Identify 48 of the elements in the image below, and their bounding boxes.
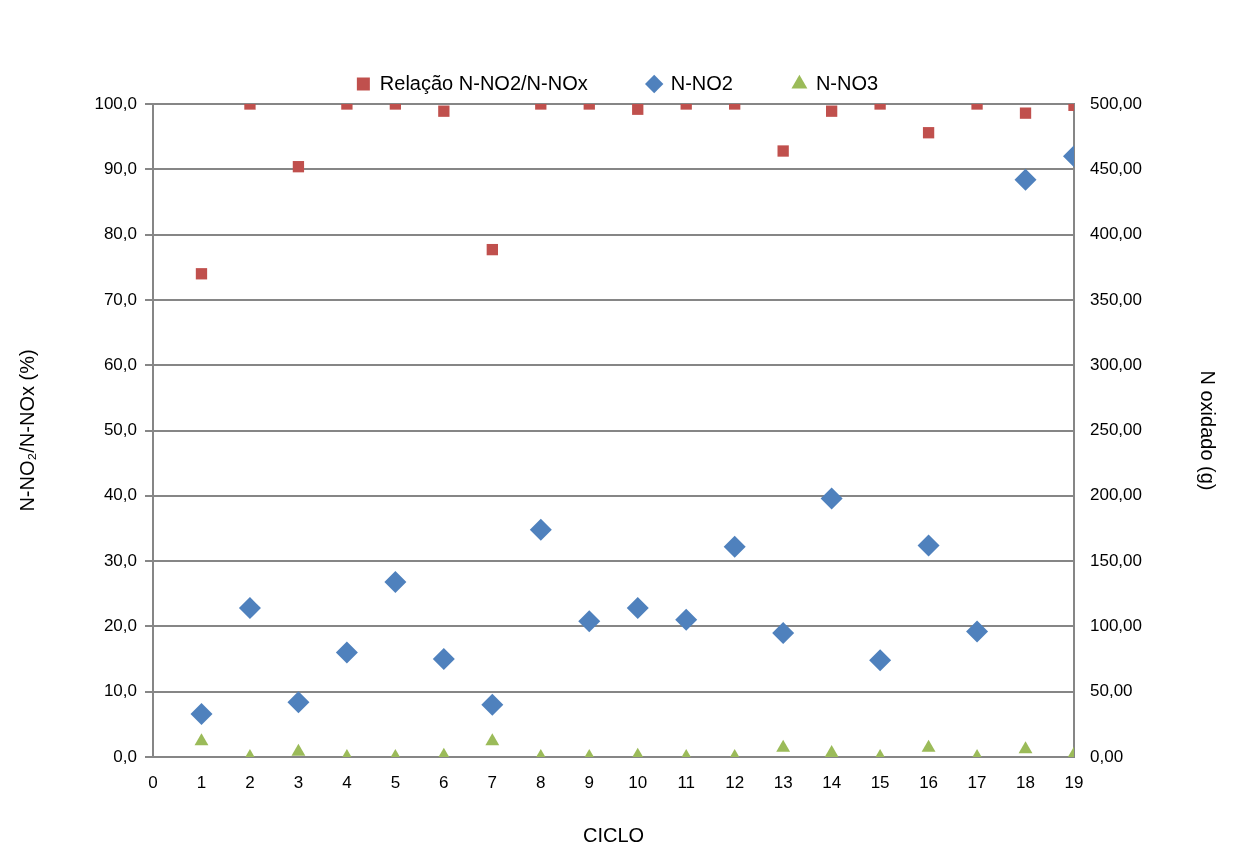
x-tick-label: 2: [245, 772, 255, 792]
y-tick-label: 50,0: [103, 420, 137, 440]
x-tick-label: 6: [439, 772, 449, 792]
y-tick-label: 100,0: [94, 93, 137, 113]
x-tick-label: 18: [1016, 772, 1035, 792]
y2-tick-label: 100,00: [1090, 616, 1142, 636]
y2-tick-label: 200,00: [1090, 485, 1142, 505]
x-tick-label: 4: [342, 772, 352, 792]
x-tick-label: 11: [677, 772, 696, 792]
legend-label: Relação N-NO2/N-NOx: [379, 71, 588, 94]
x-tick-label: 7: [487, 772, 498, 792]
x-tick-label: 9: [584, 772, 594, 792]
x-tick-label: 16: [919, 772, 939, 792]
y2-tick-label: 400,00: [1090, 224, 1142, 244]
x-tick-label: 17: [967, 772, 987, 792]
y-tick-label: 40,0: [103, 485, 137, 505]
y-tick-label: 30,0: [103, 550, 137, 570]
y2-tick-label: 350,00: [1090, 289, 1142, 309]
y-tick-label: 60,0: [103, 354, 137, 374]
y-tick-label: 0,0: [113, 746, 137, 766]
y-tick-label: 80,0: [103, 224, 137, 244]
y2-tick-label: 0,00: [1090, 746, 1124, 766]
x-tick-label: 5: [390, 772, 401, 792]
y2-tick-label: 50,00: [1090, 681, 1133, 701]
y2-tick-label: 450,00: [1090, 158, 1142, 178]
x-tick-label: 10: [628, 772, 648, 792]
y-tick-label: 90,0: [103, 158, 137, 178]
y-tick-label: 10,0: [103, 681, 137, 701]
x-tick-label: 1: [196, 772, 207, 792]
x-axis-title: CICLO: [582, 823, 645, 846]
y-tick-label: 70,0: [103, 289, 137, 309]
y2-tick-label: 250,00: [1090, 420, 1142, 440]
x-tick-label: 8: [536, 772, 546, 792]
legend-label: N-NO3: [815, 71, 879, 94]
x-tick-label: 19: [1064, 772, 1084, 792]
x-tick-label: 14: [822, 772, 842, 792]
x-tick-label: 12: [725, 772, 745, 792]
y-tick-label: 20,0: [103, 616, 137, 636]
y2-axis-title: N oxidado (g): [1197, 370, 1220, 491]
legend-label: N-NO2: [670, 71, 733, 94]
x-tick-label: 13: [773, 772, 793, 792]
y2-tick-label: 150,00: [1090, 550, 1142, 570]
x-tick-label: 15: [870, 772, 890, 792]
x-tick-label: 3: [293, 772, 304, 792]
y2-tick-label: 300,00: [1090, 354, 1142, 374]
x-tick-label: 0: [148, 772, 158, 792]
y-axis-title: N-NO₂/N-NOx (%): [15, 349, 38, 512]
y2-tick-label: 500,00: [1090, 93, 1142, 113]
